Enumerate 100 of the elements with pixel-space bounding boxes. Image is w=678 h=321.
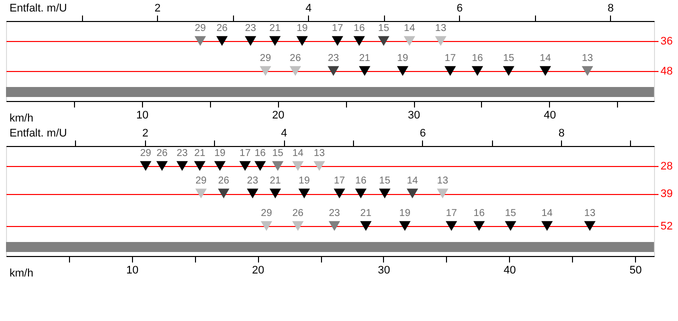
point — [246, 188, 258, 198]
annotation: 17 — [446, 208, 458, 219]
annotation: 21 — [269, 23, 281, 34]
annotation: 13 — [584, 208, 596, 219]
annotation: 13 — [582, 53, 594, 64]
annotation: 14 — [540, 53, 552, 64]
annotation: 29 — [260, 208, 272, 219]
point — [541, 221, 553, 231]
annotation: 14 — [404, 23, 416, 34]
point — [504, 221, 516, 231]
x-tick-label: 30 — [408, 110, 420, 122]
annotation: 19 — [214, 148, 226, 159]
annotation: 16 — [355, 176, 367, 186]
annotation: 21 — [194, 148, 206, 159]
annotation: 21 — [360, 208, 372, 219]
point — [254, 161, 266, 171]
x2-tick-label: 2 — [154, 2, 161, 14]
annotation: 29 — [194, 23, 206, 34]
x-tick-label: 30 — [378, 264, 390, 276]
annotation: 17 — [332, 23, 344, 34]
annotation: 13 — [435, 23, 447, 34]
annotation: 13 — [314, 148, 326, 159]
y-tick-label: 28 — [660, 160, 673, 172]
point — [176, 161, 188, 171]
y-tick-label: 39 — [660, 188, 673, 200]
annotation: 26 — [156, 148, 168, 159]
x-axis-title: km/h — [10, 112, 34, 124]
x2-tick-label: 2 — [142, 128, 148, 140]
point — [239, 161, 251, 171]
point — [355, 188, 367, 198]
point — [270, 188, 281, 198]
annotation: 29 — [260, 53, 272, 64]
point — [272, 161, 284, 171]
annotation: 23 — [328, 208, 340, 219]
annotation: 23 — [244, 23, 257, 34]
point — [314, 161, 326, 171]
point — [292, 221, 304, 231]
point — [436, 188, 448, 198]
x-tick-label: 10 — [126, 264, 138, 276]
y-tick-label: 48 — [660, 66, 673, 78]
x-tick-label: 20 — [272, 110, 284, 122]
annotation: 19 — [298, 176, 310, 186]
annotation: 13 — [437, 176, 449, 186]
annotation: 29 — [140, 148, 152, 159]
annotation: 21 — [270, 176, 282, 186]
annotation: 16 — [472, 53, 484, 64]
x2-tick-label: 6 — [420, 128, 426, 140]
point — [584, 221, 596, 231]
x2-tick-label: 6 — [456, 2, 463, 14]
point — [446, 221, 458, 231]
annotation: 14 — [541, 208, 554, 219]
y-tick-label: 36 — [660, 36, 673, 48]
y-tick-label: 52 — [660, 220, 673, 232]
point — [218, 188, 230, 198]
point — [194, 161, 206, 171]
point — [328, 221, 340, 231]
point — [140, 161, 152, 171]
annotation: 23 — [247, 176, 259, 186]
annotation: 14 — [406, 176, 418, 186]
point — [379, 188, 390, 198]
annotation: 19 — [296, 23, 308, 34]
annotation: 23 — [176, 148, 188, 159]
annotation: 17 — [240, 148, 252, 159]
point — [156, 161, 168, 171]
annotation: 15 — [504, 208, 517, 219]
x-tick-label: 50 — [630, 264, 642, 276]
x2-tick-label: 4 — [306, 2, 312, 14]
x-tick-label: 40 — [504, 264, 516, 276]
point — [473, 221, 485, 231]
annotation: 17 — [444, 53, 456, 64]
annotation: 15 — [379, 176, 391, 186]
annotation: 19 — [399, 208, 411, 219]
annotation: 15 — [272, 148, 284, 159]
point — [214, 161, 226, 171]
x2-tick-label: 4 — [280, 128, 288, 140]
point — [260, 221, 272, 231]
point — [292, 161, 304, 171]
annotation: 26 — [218, 176, 230, 186]
annotation: 26 — [216, 23, 228, 34]
x-tick-label: 40 — [544, 110, 556, 122]
x2-tick-label: 8 — [608, 2, 614, 14]
annotation: 29 — [195, 176, 208, 186]
annotation: 21 — [359, 53, 371, 64]
x-axis-title: km/h — [10, 268, 34, 280]
annotation: 19 — [397, 53, 409, 64]
point — [399, 221, 411, 231]
point — [406, 188, 418, 198]
annotation: 16 — [254, 148, 266, 159]
annotation: 15 — [503, 53, 515, 64]
x-tick-label: 20 — [252, 264, 264, 276]
point — [298, 188, 310, 198]
annotation: 17 — [334, 176, 346, 186]
x-tick-label: 10 — [136, 110, 148, 122]
x2-tick-label: 8 — [558, 128, 565, 140]
annotation: 23 — [328, 53, 340, 64]
x2-axis-title: Entfalt. m/U — [10, 2, 68, 14]
x2-axis-title: Entfalt. m/U — [10, 128, 68, 140]
annotation: 15 — [378, 23, 390, 34]
point — [195, 188, 207, 198]
annotation: 14 — [292, 148, 304, 159]
